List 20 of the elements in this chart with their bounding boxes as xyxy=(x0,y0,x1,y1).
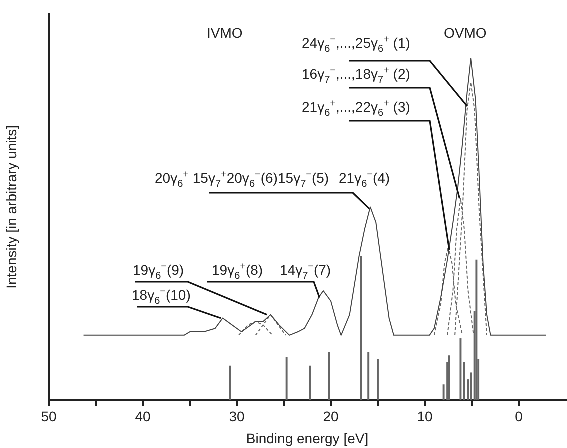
x-tick-label: 0 xyxy=(515,408,524,425)
x-tick-label: 10 xyxy=(417,408,433,425)
annotation: 19γ$_{6}$$^{+}$(8) xyxy=(212,261,264,282)
annotation: 16γ$_{7}$$^{−}$,...,18γ$_{7}$$^{+}$ (2) xyxy=(302,65,410,86)
text: OVMO xyxy=(444,25,487,41)
annotation: 15γ$_{7}$$^{−}$(5) xyxy=(278,169,330,190)
annotation: 21γ$_{6}$$^{−}$(4) xyxy=(339,169,390,190)
x-tick-label: 50 xyxy=(41,408,57,425)
x-tick-label: 40 xyxy=(135,408,151,425)
x-axis-title: Binding energy [eV] xyxy=(246,430,369,446)
x-tick-label: 30 xyxy=(229,408,245,425)
annotation: 19γ$_{6}$$^{−}$(9) xyxy=(133,261,184,282)
text: 20γ$_{6}$$^{+}$ 15γ$_{7}$$^{+}$20γ$_{6}$$^{−}$(6) xyxy=(155,169,278,190)
x-tick-label: 20 xyxy=(323,408,339,425)
annotation: 24γ$_{6}$$^{−}$,...,25γ$_{6}$$^{+}$ (1) xyxy=(302,34,410,55)
y-axis-title: Intensity [in arbitrary units] xyxy=(3,125,20,289)
annotation: 18γ$_{6}$$^{−}$(10) xyxy=(132,286,191,307)
annotation: 14γ$_{7}$$^{−}$(7) xyxy=(280,261,332,282)
annotation: 21γ$_{6}$$^{+}$,...,22γ$_{6}$$^{+}$ (3) xyxy=(302,98,410,119)
text: IVMO xyxy=(207,25,243,41)
